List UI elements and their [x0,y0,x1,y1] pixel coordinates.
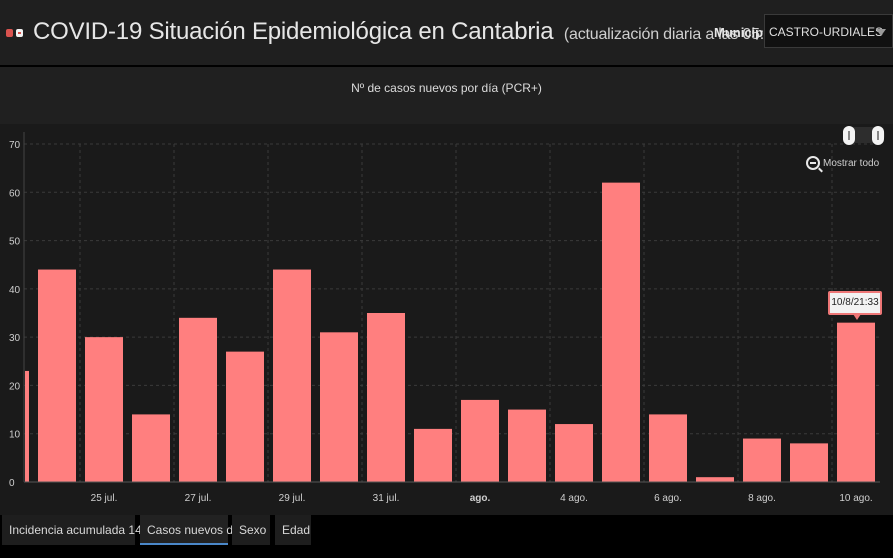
chart-bar[interactable] [179,317,217,482]
municipio-selected-value: CASTRO-URDIALES [769,25,884,39]
chart-bar[interactable] [38,269,76,482]
x-tick-label: 31 jul. [373,493,400,504]
x-tick-label: 6 ago. [654,493,682,504]
chart-bar[interactable] [743,438,781,482]
chart-bar[interactable] [132,414,170,482]
chart-bar[interactable] [85,337,123,482]
y-tick-label: 70 [9,140,21,151]
page-subtitle: (actualización diaria a las 05:00 horas) [563,26,830,43]
chart-bar[interactable] [508,409,546,482]
y-tick-label: 60 [9,188,21,199]
chart-title: Nº de casos nuevos por día (PCR+) [351,81,542,95]
chart-bar[interactable] [837,322,875,482]
chart-bar[interactable] [461,399,499,482]
y-tick-label: 40 [9,285,21,296]
page-title: COVID-19 Situación Epidemiológica en Can… [33,18,830,46]
chart-bar[interactable] [367,313,405,482]
municipio-label: Municipio [714,25,775,40]
zoom-out-icon [806,156,820,170]
page-title-text: COVID-19 Situación Epidemiológica en Can… [33,18,554,45]
chart-bar[interactable] [555,424,593,482]
scrollbar-right-handle[interactable] [872,126,884,145]
x-tick-label: ago. [470,493,491,504]
chart-bar[interactable] [414,428,452,482]
tab-incidencia-acumulada-14-días[interactable]: Incidencia acumulada 14 días [2,515,168,545]
tab-casos-nuevos-día[interactable]: Casos nuevos día [140,515,243,545]
y-tick-label: 10 [9,430,21,441]
chart-bar[interactable] [649,414,687,482]
tab-edad[interactable]: Edad [275,515,311,545]
scrollbar-left-handle[interactable] [843,126,855,145]
zoom-reset-button[interactable]: Mostrar todo [806,154,879,172]
y-tick-label: 0 [9,478,15,489]
y-tick-label: 50 [9,237,21,248]
zoom-reset-label: Mostrar todo [823,157,880,169]
chart-bar-partial[interactable] [25,370,29,482]
chart-bar[interactable] [226,351,264,482]
chevron-down-icon [876,29,886,36]
chart-bar[interactable] [696,477,734,482]
y-tick-label: 20 [9,381,21,392]
chart-bar[interactable] [273,269,311,482]
chart-bar[interactable] [320,332,358,482]
chart-bar[interactable] [602,182,640,482]
bar-chart[interactable]: 0 10 20 30 40 50 60 70 25 jul. 27 jul. 29 jul. 31 j… [0,0,893,515]
bar-tooltip: 10/8/21:33 [828,291,882,320]
tab-sexo[interactable]: Sexo [232,515,270,545]
x-tick-label: 4 ago. [560,493,588,504]
chart-bar[interactable] [790,443,828,482]
app-header: COVID-19 Situación Epidemiológica en Can… [0,0,893,66]
y-tick-label: 30 [9,333,21,344]
x-tick-label: 25 jul. [91,493,118,504]
x-tick-label: 10 ago. [839,493,872,504]
x-tick-label: 27 jul. [185,493,212,504]
x-tick-label: 8 ago. [748,493,776,504]
cantabria-logo-icon [6,26,26,40]
x-tick-label: 29 jul. [279,493,306,504]
tab-bar: Incidencia acumulada 14 días Casos nuevos… [0,515,893,558]
municipio-select[interactable]: CASTRO-URDIALES [764,14,893,48]
